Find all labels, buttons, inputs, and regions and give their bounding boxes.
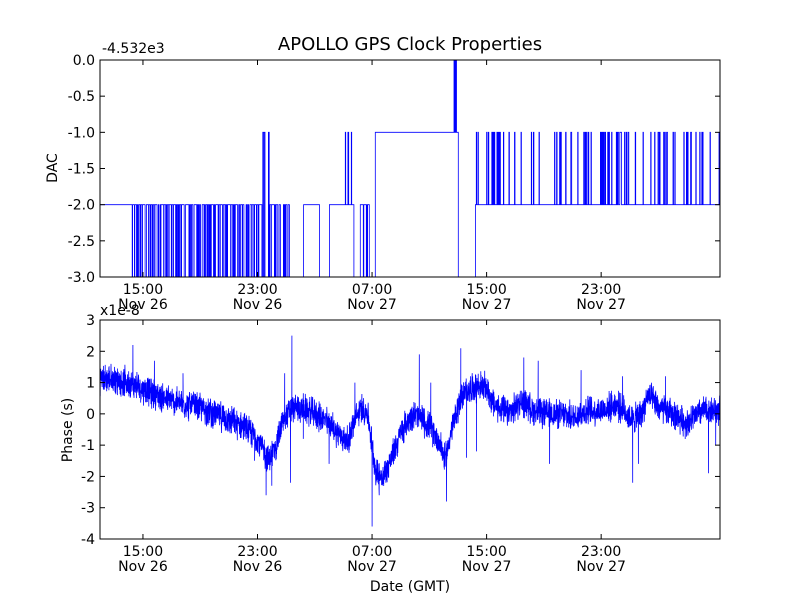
dac-ytick-label: -0.5 — [68, 89, 95, 105]
phase-ytick-label: 1 — [86, 376, 95, 392]
dac-xtick-date-label: Nov 26 — [118, 297, 168, 313]
phase-axes-frame — [99, 319, 721, 540]
dac-ytick-label: -2.0 — [68, 198, 95, 214]
dac-plot-area — [100, 59, 720, 278]
phase-ytick-label: 3 — [86, 313, 95, 329]
figure-title: APOLLO GPS Clock Properties — [278, 34, 542, 55]
dac-xtick-time-label: 15:00 — [466, 282, 506, 298]
dac-offset-label: -4.532e3 — [102, 41, 165, 57]
phase-xtick-time-label: 23:00 — [237, 544, 277, 560]
dac-ytick-label: -1.0 — [68, 125, 95, 141]
dac-xtick-date-label: Nov 26 — [233, 297, 283, 313]
dac-xtick-time-label: 23:00 — [237, 282, 277, 298]
dac-xtick-date-label: Nov 27 — [462, 297, 512, 313]
dac-xtick-time-label: 15:00 — [123, 282, 163, 298]
phase-ytick-label: 2 — [86, 344, 95, 360]
dac-ytick-label: -2.5 — [68, 234, 95, 250]
phase-xtick-date-label: Nov 26 — [233, 559, 283, 575]
phase-series-line — [99, 335, 721, 527]
phase-xtick-date-label: Nov 27 — [576, 559, 626, 575]
dac-ytick-label: -3.0 — [68, 270, 95, 286]
dac-xtick-time-label: 23:00 — [581, 282, 621, 298]
dac-axes-frame — [99, 59, 721, 278]
phase-ytick-label: -2 — [81, 469, 95, 485]
dac-xtick-date-label: Nov 27 — [576, 297, 626, 313]
phase-ytick-label: -1 — [81, 438, 95, 454]
phase-xtick-time-label: 15:00 — [123, 544, 163, 560]
dac-panel: -4.532e3 DAC 0.0 -0.5 -1.0 -1.5 -2.0 -2.5 -3.0… — [45, 41, 721, 313]
x-axis-label: Date (GMT) — [370, 579, 450, 595]
phase-plot-area — [99, 335, 721, 527]
phase-ytick-label: -4 — [81, 532, 95, 548]
phase-scale-label: x1e-8 — [100, 303, 140, 319]
phase-ytick-label: 0 — [86, 407, 95, 423]
phase-xtick-time-label: 23:00 — [581, 544, 621, 560]
dac-xtick-time-label: 07:00 — [352, 282, 392, 298]
phase-xtick-date-label: Nov 27 — [462, 559, 512, 575]
phase-y-axis-label: Phase (s) — [60, 398, 76, 462]
dac-ytick-label: -1.5 — [68, 162, 95, 178]
phase-xtick-time-label: 07:00 — [352, 544, 392, 560]
dac-ytick-label: 0.0 — [73, 53, 95, 69]
dac-series-line — [100, 59, 720, 278]
phase-ytick-label: -3 — [81, 501, 95, 517]
phase-xtick-date-label: Nov 26 — [118, 559, 168, 575]
phase-xtick-time-label: 15:00 — [466, 544, 506, 560]
dac-y-axis-label: DAC — [45, 153, 61, 183]
phase-xtick-date-label: Nov 27 — [347, 559, 397, 575]
dac-xtick-date-label: Nov 27 — [347, 297, 397, 313]
